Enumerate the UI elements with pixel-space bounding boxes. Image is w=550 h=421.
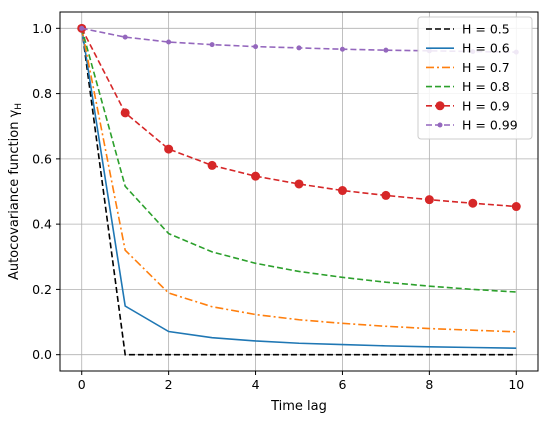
data-point	[294, 179, 304, 189]
y-tick-label: 0.6	[32, 151, 52, 166]
y-axis-label-subscript: H	[14, 103, 24, 110]
legend-item: H = 0.7	[426, 60, 510, 75]
legend-label: H = 0.8	[462, 79, 510, 94]
data-point	[381, 190, 391, 200]
series-line	[80, 28, 517, 333]
data-point	[337, 186, 347, 196]
data-point	[164, 144, 174, 154]
y-tick-label: 0.8	[32, 86, 52, 101]
data-point	[122, 34, 128, 40]
data-point	[468, 198, 478, 208]
x-tick-label: 0	[78, 377, 86, 392]
data-point	[424, 195, 434, 205]
data-point	[207, 160, 217, 170]
data-point	[79, 25, 85, 31]
plot-frame	[59, 11, 539, 372]
x-axis-label: Time lag	[270, 399, 327, 414]
series-line	[80, 28, 517, 293]
data-point	[120, 108, 130, 118]
legend-item: H = 0.6	[426, 41, 510, 56]
y-axis-label-main: Autocovariance function γ	[7, 109, 22, 280]
legend-item: H = 0.5	[426, 22, 510, 37]
legend-label: H = 0.6	[462, 41, 510, 56]
series-line	[81, 27, 517, 208]
legend-label: H = 0.9	[462, 98, 510, 113]
data-point	[166, 39, 172, 45]
data-point	[253, 44, 259, 50]
legend-marker	[435, 101, 445, 111]
series-4	[77, 23, 521, 212]
data-point	[209, 42, 215, 48]
series-3	[80, 28, 517, 293]
legend-label: H = 0.7	[462, 60, 510, 75]
data-point	[339, 46, 345, 52]
legend-item: H = 0.9	[426, 98, 510, 113]
x-tick-label: 8	[425, 377, 433, 392]
legend: H = 0.5 H = 0.6 H = 0.7 H = 0.8 H = 0.9 H = 0…	[417, 16, 533, 140]
data-point	[383, 47, 389, 53]
data-point	[511, 202, 521, 212]
x-tick-label: 10	[508, 377, 524, 392]
y-tick-label: 1.0	[32, 21, 52, 36]
x-tick-label: 4	[252, 377, 260, 392]
legend-item: H = 0.99	[426, 118, 518, 133]
axis-ticks: 0 2 4 6 8 10 0.0 0.2 0.4 0.6 0.8 1.0	[32, 21, 524, 392]
data-point	[251, 171, 261, 181]
legend-label: H = 0.99	[462, 118, 518, 133]
legend-marker	[437, 122, 443, 128]
x-tick-label: 2	[165, 377, 173, 392]
series-1	[80, 28, 517, 349]
y-tick-label: 0.4	[32, 217, 52, 232]
series-line	[80, 28, 517, 349]
y-tick-label: 0.0	[32, 347, 52, 362]
y-axis-label: Autocovariance function γH	[7, 103, 24, 280]
legend-item: H = 0.8	[426, 79, 510, 94]
y-tick-label: 0.2	[32, 282, 52, 297]
series-2	[80, 28, 517, 333]
x-tick-label: 6	[338, 377, 346, 392]
data-point	[296, 45, 302, 51]
legend-label: H = 0.5	[462, 22, 510, 37]
